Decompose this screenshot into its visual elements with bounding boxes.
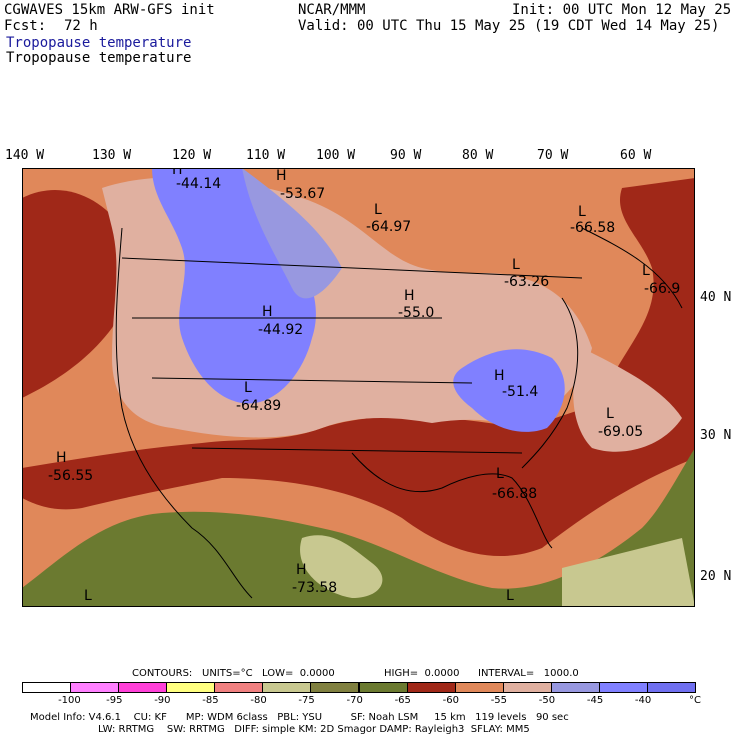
colorbar-swatch xyxy=(214,682,264,693)
colorbar-swatch xyxy=(70,682,120,693)
colorbar-swatch xyxy=(118,682,168,693)
colorbar-swatch xyxy=(310,682,360,693)
pink-region xyxy=(573,348,682,452)
colorbar-swatch xyxy=(598,682,648,693)
dark-red-region xyxy=(602,178,695,410)
field-title-contour: Tropopause temperature xyxy=(6,50,192,66)
field-title-shaded: Tropopause temperature xyxy=(6,35,192,51)
center-value: -66.58 xyxy=(570,220,615,236)
colorbar-tick-label: -45 xyxy=(586,695,604,706)
lon-label: 60 W xyxy=(620,148,652,163)
colorbar-tick-label: -75 xyxy=(298,695,315,706)
low-label: LOW= 0.0000 xyxy=(262,668,335,679)
center-label: H xyxy=(262,304,273,320)
colorbar-swatch xyxy=(166,682,216,693)
model-title: CGWAVES 15km ARW-GFS init xyxy=(4,2,215,18)
center-value: -44.92 xyxy=(258,322,303,338)
colorbar-tick-label: -100 xyxy=(58,695,81,706)
blue-region xyxy=(242,168,342,299)
pressure-centers: H -44.14 H -53.67 L -64.97 L -66.58 L -6… xyxy=(48,168,680,604)
lon-label: 120 W xyxy=(172,148,212,163)
center-value: -51.4 xyxy=(502,384,538,400)
fcst-value: 72 h xyxy=(64,18,98,34)
colorbar-tick-label: -90 xyxy=(154,695,171,706)
blue-region xyxy=(453,349,565,432)
lon-label: 70 W xyxy=(537,148,569,163)
model-info-line2: LW: RRTMG SW: RRTMG DIFF: simple KM: 2D … xyxy=(98,724,530,735)
center-value: -44.14 xyxy=(176,176,221,192)
center-label: L xyxy=(374,202,382,218)
center-value: -53.67 xyxy=(280,186,325,202)
center-label: L xyxy=(496,466,504,482)
colorbar-tick-label: -50 xyxy=(538,695,556,706)
center-label: H xyxy=(494,368,505,384)
center-label: L xyxy=(578,204,586,220)
org-label: NCAR/MMM xyxy=(298,2,366,18)
center-label: L xyxy=(606,406,614,422)
khaki-region xyxy=(562,538,695,607)
khaki-region xyxy=(300,535,383,598)
center-label: L xyxy=(244,380,252,396)
center-value: -63.26 xyxy=(504,274,549,290)
colorbar-swatch xyxy=(454,682,504,693)
colorbar-tick-label: -65 xyxy=(394,695,411,706)
colorbar-tick-label: -70 xyxy=(346,695,363,706)
colorbar-swatch xyxy=(502,682,552,693)
colorbar-swatch xyxy=(262,682,312,693)
interval-label: INTERVAL= 1000.0 xyxy=(478,668,579,679)
colorbar-swatch xyxy=(358,682,408,693)
lon-label: 100 W xyxy=(316,148,356,163)
lon-label: 110 W xyxy=(246,148,286,163)
lon-label: 140 W xyxy=(5,148,45,163)
lat-label: 30 N xyxy=(700,428,732,443)
lon-label: 80 W xyxy=(462,148,494,163)
center-value: -66.9 xyxy=(644,281,680,297)
colorbar-tick-label: -60 xyxy=(442,695,459,706)
dark-red-region xyxy=(22,189,133,398)
colorbar-swatch xyxy=(22,682,72,693)
lat-label: 20 N xyxy=(700,569,732,584)
lat-label: 40 N xyxy=(700,290,732,305)
center-label: L xyxy=(506,588,514,604)
center-value: -73.58 xyxy=(292,580,337,596)
center-label: H xyxy=(172,168,183,178)
units-label: UNITS=°C xyxy=(202,668,253,679)
tropopause-temperature-map: H -44.14 H -53.67 L -64.97 L -66.58 L -6… xyxy=(22,168,695,607)
init-time: Init: 00 UTC Mon 12 May 25 xyxy=(512,2,732,18)
colorbar-swatch xyxy=(646,682,696,693)
model-info-line1: Model Info: V4.6.1 CU: KF MP: WDM 6class… xyxy=(30,712,569,723)
center-label: L xyxy=(642,263,650,279)
colorbar-tick-label: -95 xyxy=(106,695,123,706)
center-value: -64.97 xyxy=(366,219,411,235)
center-label: H xyxy=(404,288,415,304)
center-value: -64.89 xyxy=(236,398,281,414)
olive-region xyxy=(22,448,695,607)
dark-red-region xyxy=(22,398,695,557)
colorbar-unit: °C xyxy=(689,695,701,706)
center-value: -69.05 xyxy=(598,424,643,440)
lon-label: 130 W xyxy=(92,148,132,163)
center-label: L xyxy=(84,588,92,604)
map-frame xyxy=(22,168,695,607)
center-value: -66.88 xyxy=(492,486,537,502)
coastline-outline xyxy=(115,227,683,599)
center-label: L xyxy=(512,257,520,273)
high-label: HIGH= 0.0000 xyxy=(384,668,460,679)
center-value: -56.55 xyxy=(48,468,93,484)
center-value: -55.0 xyxy=(398,305,434,321)
center-label: H xyxy=(296,562,307,578)
contours-label: CONTOURS: xyxy=(132,668,193,679)
colorbar-swatch xyxy=(550,682,600,693)
lon-label: 90 W xyxy=(390,148,422,163)
center-label: H xyxy=(56,450,67,466)
colorbar-tick-label: -55 xyxy=(490,695,508,706)
colorbar-tick-label: -80 xyxy=(250,695,267,706)
center-label: H xyxy=(276,168,287,184)
fcst-label: Fcst: xyxy=(4,18,47,34)
colorbar-swatch xyxy=(406,682,456,693)
valid-time: Valid: 00 UTC Thu 15 May 25 (19 CDT Wed … xyxy=(298,18,720,34)
colorbar-tick-label: -85 xyxy=(202,695,219,706)
colorbar-tick-label: -40 xyxy=(634,695,652,706)
